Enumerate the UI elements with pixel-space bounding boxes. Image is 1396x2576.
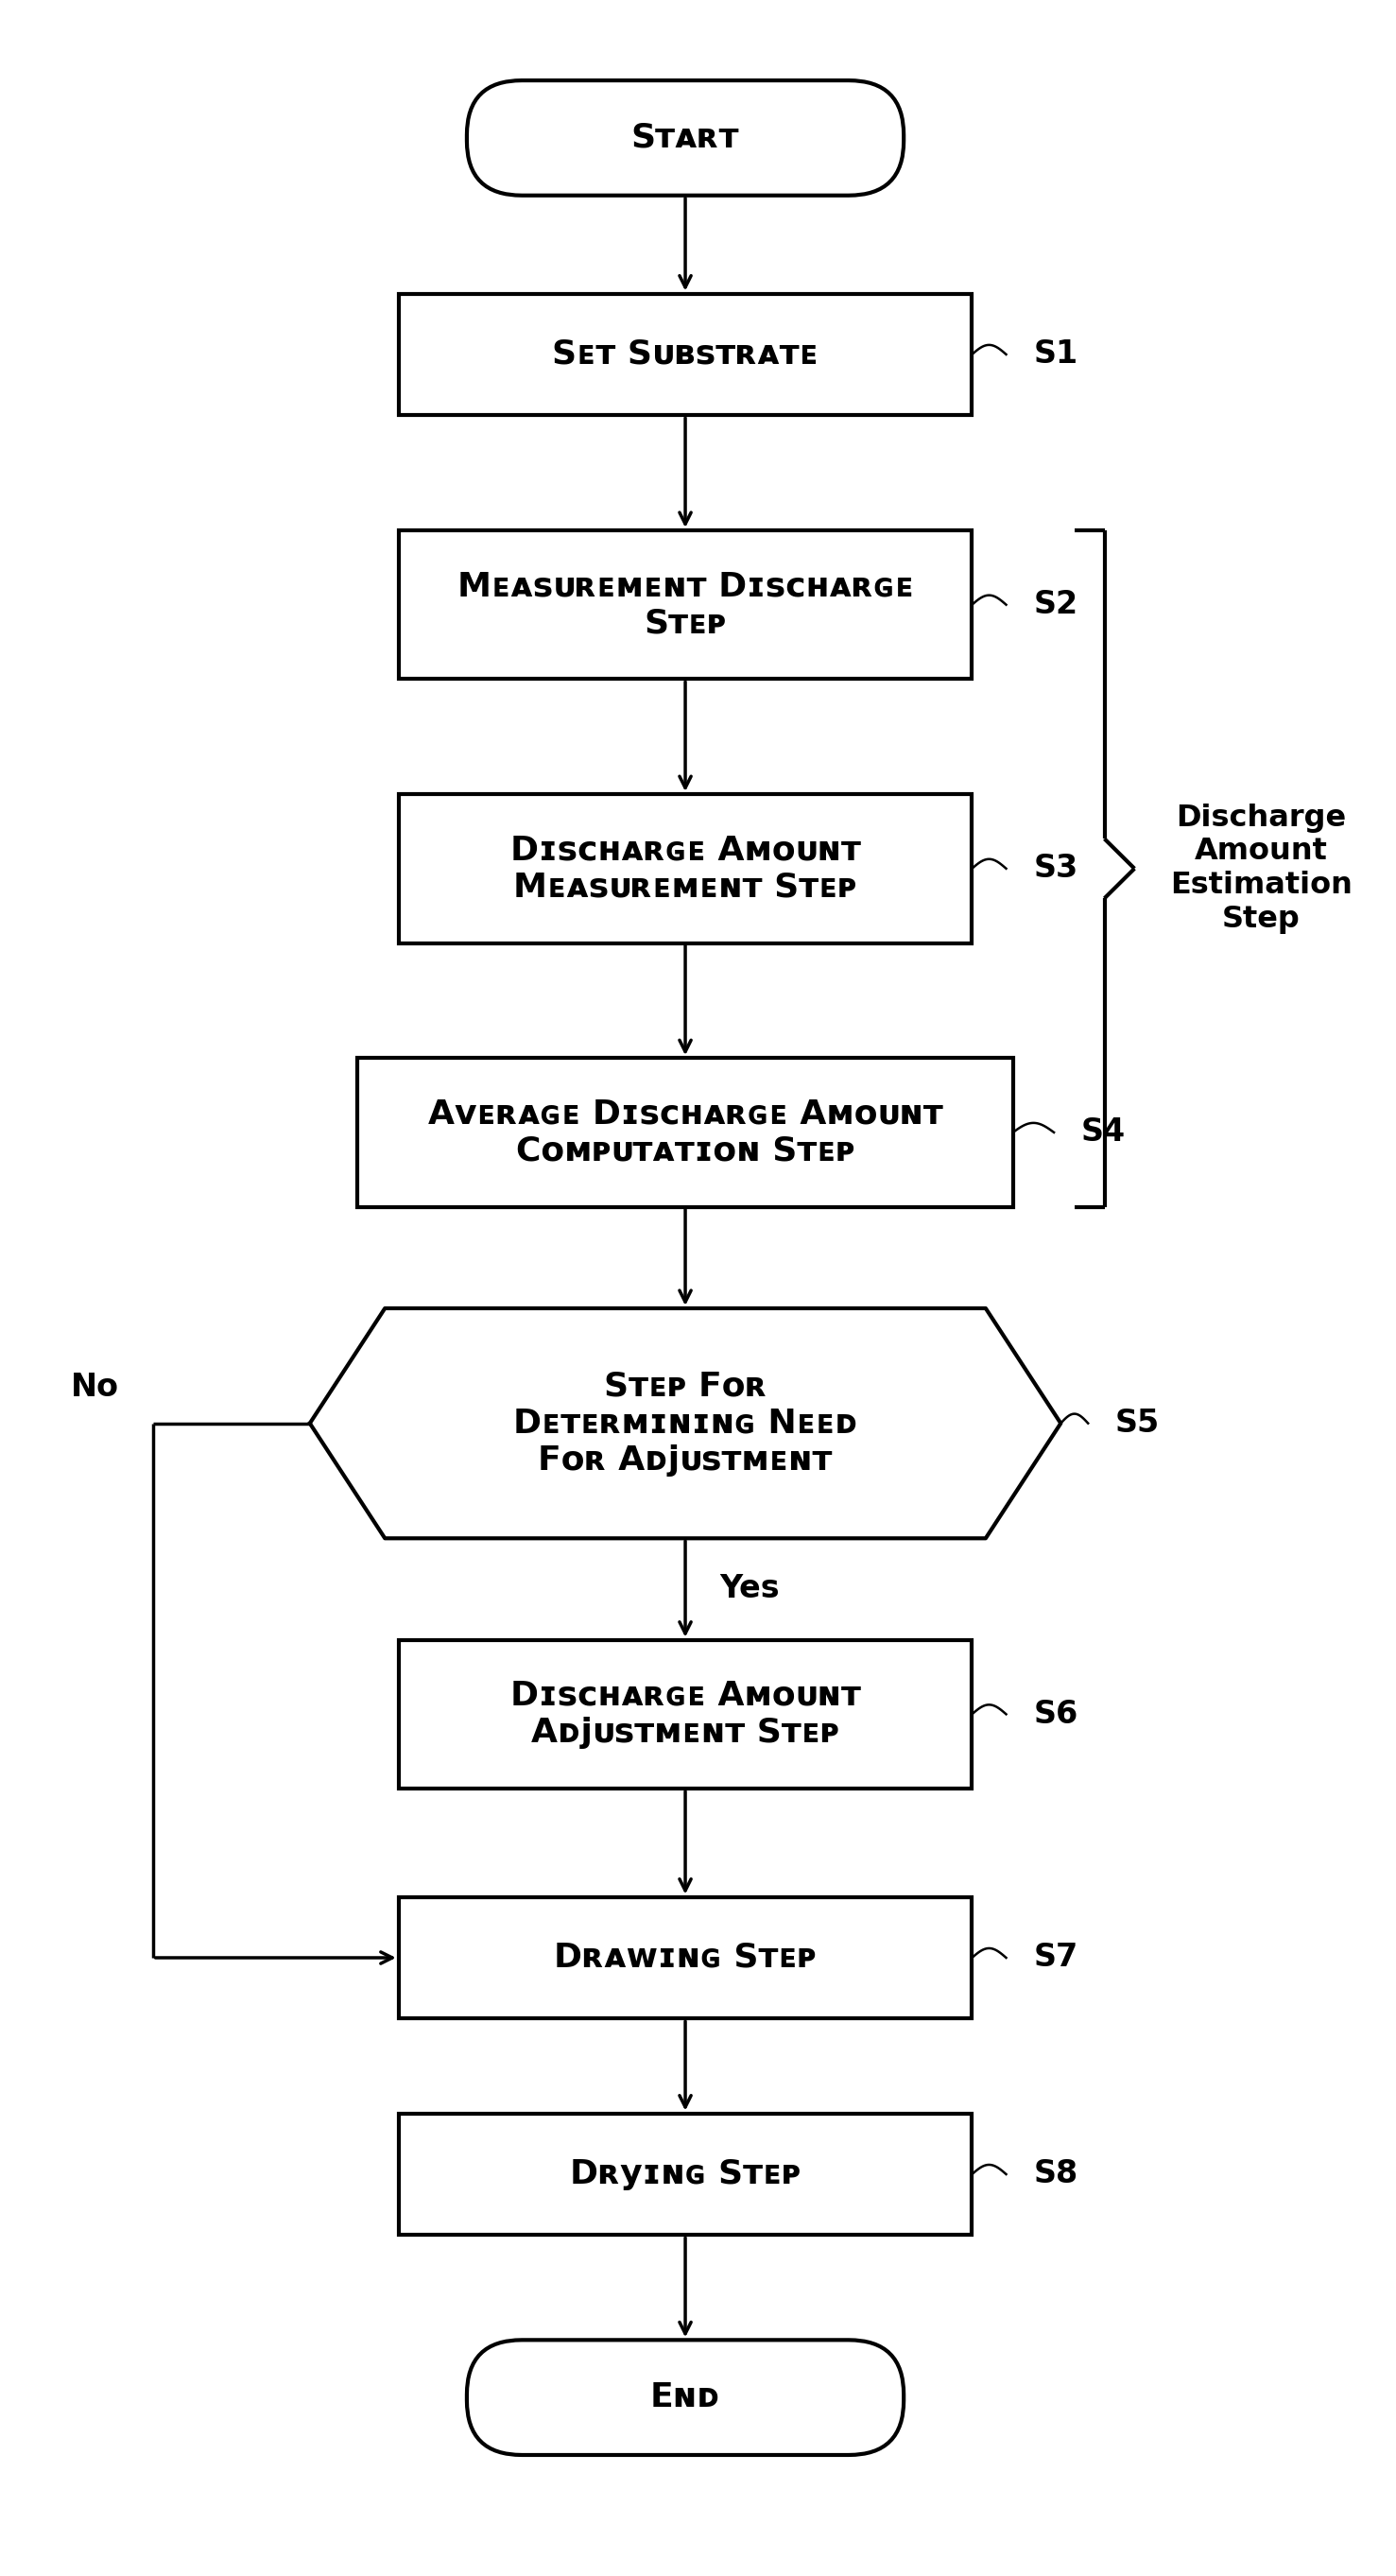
Text: Eɴᴅ: Eɴᴅ — [651, 2380, 720, 2414]
Text: S4: S4 — [1082, 1118, 1125, 1149]
Bar — [399, 1641, 972, 1788]
Text: S3: S3 — [1033, 853, 1078, 884]
Text: S8: S8 — [1033, 2159, 1078, 2190]
Bar — [399, 793, 972, 943]
Text: Yes: Yes — [719, 1574, 779, 1605]
Text: S7: S7 — [1033, 1942, 1078, 1973]
Bar — [399, 294, 972, 415]
Text: No: No — [70, 1373, 119, 1404]
Text: S2: S2 — [1033, 590, 1078, 621]
Polygon shape — [310, 1309, 1061, 1538]
Bar — [399, 531, 972, 680]
Text: S5: S5 — [1115, 1406, 1160, 1440]
Bar — [399, 2112, 972, 2236]
Text: Dɪsᴄʜᴀʀɢᴇ Aᴍᴏᴜɴᴛ
Aᴅjᴜsᴛᴍᴇɴᴛ Sᴛᴇᴘ: Dɪsᴄʜᴀʀɢᴇ Aᴍᴏᴜɴᴛ Aᴅjᴜsᴛᴍᴇɴᴛ Sᴛᴇᴘ — [510, 1680, 860, 1749]
Bar — [399, 1896, 972, 2020]
Text: S6: S6 — [1033, 1698, 1078, 1731]
Text: Aᴠᴇʀᴀɢᴇ Dɪsᴄʜᴀʀɢᴇ Aᴍᴏᴜɴᴛ
Cᴏᴍᴘᴜᴛᴀᴛɪᴏɴ Sᴛᴇᴘ: Aᴠᴇʀᴀɢᴇ Dɪsᴄʜᴀʀɢᴇ Aᴍᴏᴜɴᴛ Cᴏᴍᴘᴜᴛᴀᴛɪᴏɴ Sᴛᴇ… — [427, 1097, 942, 1167]
FancyBboxPatch shape — [466, 2339, 903, 2455]
Text: Sᴛᴇᴘ Fᴏʀ
Dᴇᴛᴇʀᴍɪɴɪɴɢ Nᴇᴇᴅ
Fᴏʀ Aᴅjᴜsᴛᴍᴇɴᴛ: Sᴛᴇᴘ Fᴏʀ Dᴇᴛᴇʀᴍɪɴɪɴɢ Nᴇᴇᴅ Fᴏʀ Aᴅjᴜsᴛᴍᴇɴᴛ — [512, 1370, 857, 1476]
Text: Dʀyɪɴɢ Sᴛᴇᴘ: Dʀyɪɴɢ Sᴛᴇᴘ — [570, 2159, 801, 2190]
Text: Mᴇᴀsᴜʀᴇᴍᴇɴᴛ Dɪsᴄʜᴀʀɢᴇ
Sᴛᴇᴘ: Mᴇᴀsᴜʀᴇᴍᴇɴᴛ Dɪsᴄʜᴀʀɢᴇ Sᴛᴇᴘ — [456, 569, 913, 639]
Bar — [357, 1059, 1013, 1206]
Text: Sᴇᴛ Sᴜʙsᴛʀᴀᴛᴇ: Sᴇᴛ Sᴜʙsᴛʀᴀᴛᴇ — [551, 337, 818, 371]
FancyBboxPatch shape — [466, 80, 903, 196]
Text: Dɪsᴄʜᴀʀɢᴇ Aᴍᴏᴜɴᴛ
Mᴇᴀsᴜʀᴇᴍᴇɴᴛ Sᴛᴇᴘ: Dɪsᴄʜᴀʀɢᴇ Aᴍᴏᴜɴᴛ Mᴇᴀsᴜʀᴇᴍᴇɴᴛ Sᴛᴇᴘ — [510, 835, 860, 904]
Text: Sᴛᴀʀᴛ: Sᴛᴀʀᴛ — [631, 121, 740, 155]
Text: Dʀᴀwɪɴɢ Sᴛᴇᴘ: Dʀᴀwɪɴɢ Sᴛᴇᴘ — [554, 1942, 817, 1973]
Text: Discharge
Amount
Estimation
Step: Discharge Amount Estimation Step — [1170, 804, 1353, 935]
Text: S1: S1 — [1033, 340, 1078, 371]
